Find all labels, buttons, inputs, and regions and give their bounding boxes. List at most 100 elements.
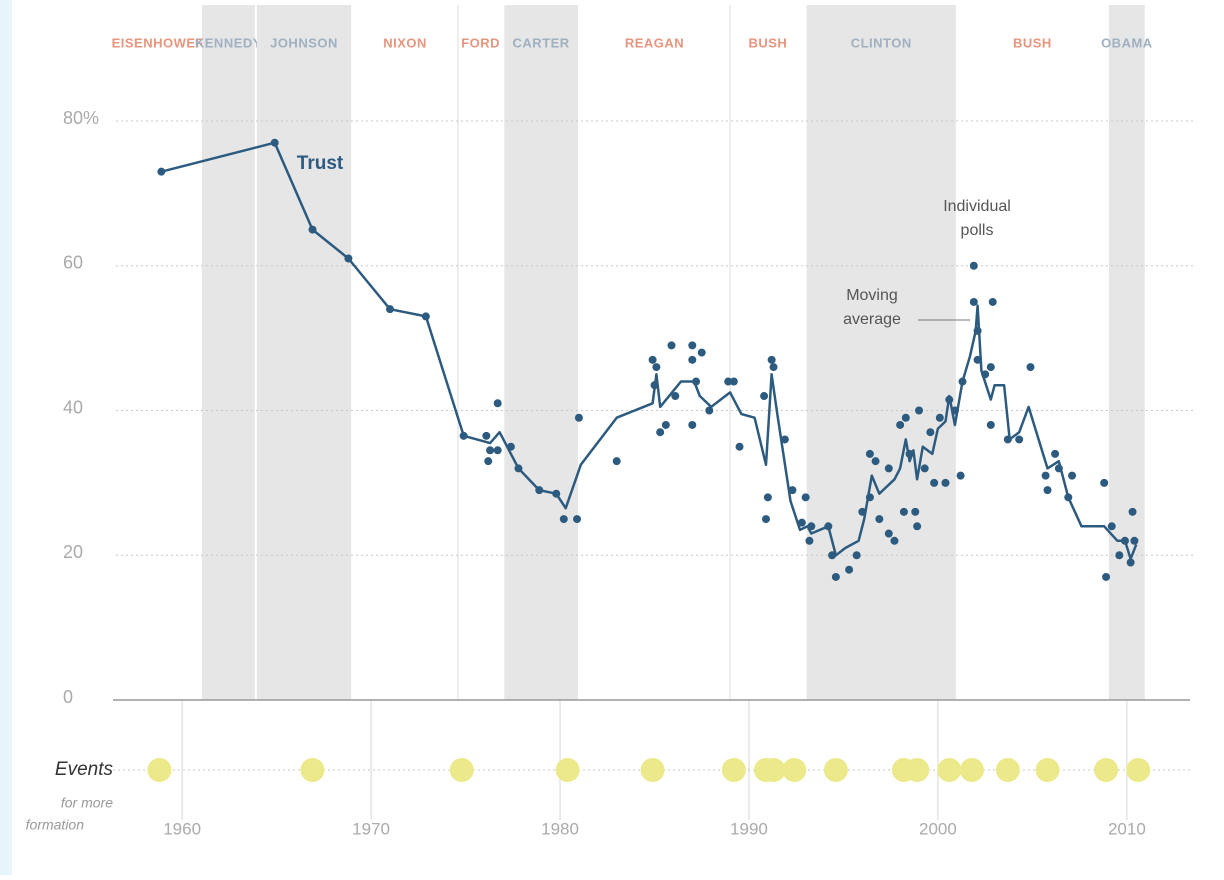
poll-point: [574, 413, 583, 422]
poll-point: [911, 507, 920, 516]
event-dot[interactable]: [905, 758, 930, 782]
poll-point: [884, 464, 893, 473]
poll-point: [969, 297, 978, 306]
poll-point: [656, 428, 665, 437]
poll-point: [688, 341, 697, 350]
event-dot[interactable]: [449, 758, 474, 782]
poll-point: [788, 486, 797, 495]
president-label: NIXON: [383, 35, 427, 50]
poll-point: [986, 363, 995, 372]
events-label: Events: [55, 759, 114, 780]
poll-point: [652, 363, 661, 372]
poll-point: [514, 464, 523, 473]
poll-point: [1128, 507, 1137, 516]
poll-point: [828, 551, 837, 560]
president-label: BUSH: [1013, 35, 1052, 50]
term-band: [202, 5, 255, 700]
poll-point: [308, 225, 317, 234]
term-band: [504, 5, 578, 700]
poll-point: [648, 355, 657, 364]
president-label: REAGAN: [625, 35, 684, 50]
poll-point: [858, 507, 867, 516]
poll-point: [958, 377, 967, 386]
poll-point: [688, 420, 697, 429]
event-dot[interactable]: [782, 758, 807, 782]
poll-point: [724, 377, 733, 386]
poll-point: [385, 305, 394, 314]
poll-point: [760, 392, 769, 401]
poll-point: [1107, 522, 1116, 531]
poll-point: [807, 522, 816, 531]
poll-point: [945, 395, 954, 404]
poll-point: [493, 446, 502, 455]
event-dot[interactable]: [147, 758, 172, 782]
poll-point: [671, 392, 680, 401]
event-dot[interactable]: [823, 758, 848, 782]
x-tick-label: 2000: [919, 819, 957, 838]
poll-point: [270, 138, 279, 147]
poll-point: [930, 478, 939, 487]
poll-point: [920, 464, 929, 473]
poll-point: [612, 457, 621, 466]
event-dot[interactable]: [959, 758, 984, 782]
poll-point: [493, 399, 502, 408]
poll-point: [845, 565, 854, 574]
trust-label: Trust: [297, 153, 344, 174]
poll-point: [890, 536, 899, 545]
poll-point: [852, 551, 861, 560]
side-strip: [0, 0, 12, 875]
event-dot[interactable]: [1094, 758, 1119, 782]
poll-point: [1015, 435, 1024, 444]
poll-point: [831, 572, 840, 581]
poll-point: [573, 515, 582, 524]
y-tick-label: 40: [63, 397, 83, 417]
poll-point: [482, 431, 491, 440]
poll-point: [973, 355, 982, 364]
president-label: JOHNSON: [270, 35, 338, 50]
poll-point: [1115, 551, 1124, 560]
poll-point: [973, 326, 982, 335]
poll-point: [801, 493, 810, 502]
poll-point: [901, 413, 910, 422]
poll-point: [1026, 363, 1035, 372]
poll-point: [688, 355, 697, 364]
poll-point: [935, 413, 944, 422]
x-tick-label: 1990: [730, 819, 768, 838]
poll-point: [344, 254, 353, 263]
average-label: Moving: [846, 287, 898, 304]
poll-point: [805, 536, 814, 545]
president-label: OBAMA: [1101, 35, 1153, 50]
event-dot[interactable]: [761, 758, 786, 782]
president-label: CLINTON: [851, 35, 912, 50]
poll-point: [905, 449, 914, 458]
event-dot[interactable]: [937, 758, 962, 782]
event-dot[interactable]: [555, 758, 580, 782]
poll-point: [988, 297, 997, 306]
poll-point: [1126, 558, 1135, 567]
president-label: BUSH: [748, 35, 787, 50]
poll-point: [535, 486, 544, 495]
event-dot[interactable]: [640, 758, 665, 782]
poll-point: [1130, 536, 1139, 545]
event-dot[interactable]: [1035, 758, 1060, 782]
y-tick-label: 20: [63, 542, 83, 562]
events-note: formation: [26, 817, 85, 833]
term-band: [1108, 5, 1145, 700]
event-dot[interactable]: [995, 758, 1020, 782]
x-tick-label: 1960: [163, 819, 201, 838]
term-band: [806, 5, 956, 700]
poll-point: [1051, 449, 1060, 458]
poll-point: [896, 420, 905, 429]
poll-point: [969, 261, 978, 270]
poll-point: [865, 449, 874, 458]
event-dot[interactable]: [1126, 758, 1151, 782]
event-dot[interactable]: [721, 758, 746, 782]
poll-point: [1068, 471, 1077, 480]
poll-point: [780, 435, 789, 444]
poll-point: [692, 377, 701, 386]
poll-point: [1003, 435, 1012, 444]
poll-point: [986, 420, 995, 429]
poll-point: [913, 522, 922, 531]
event-dot[interactable]: [300, 758, 325, 782]
